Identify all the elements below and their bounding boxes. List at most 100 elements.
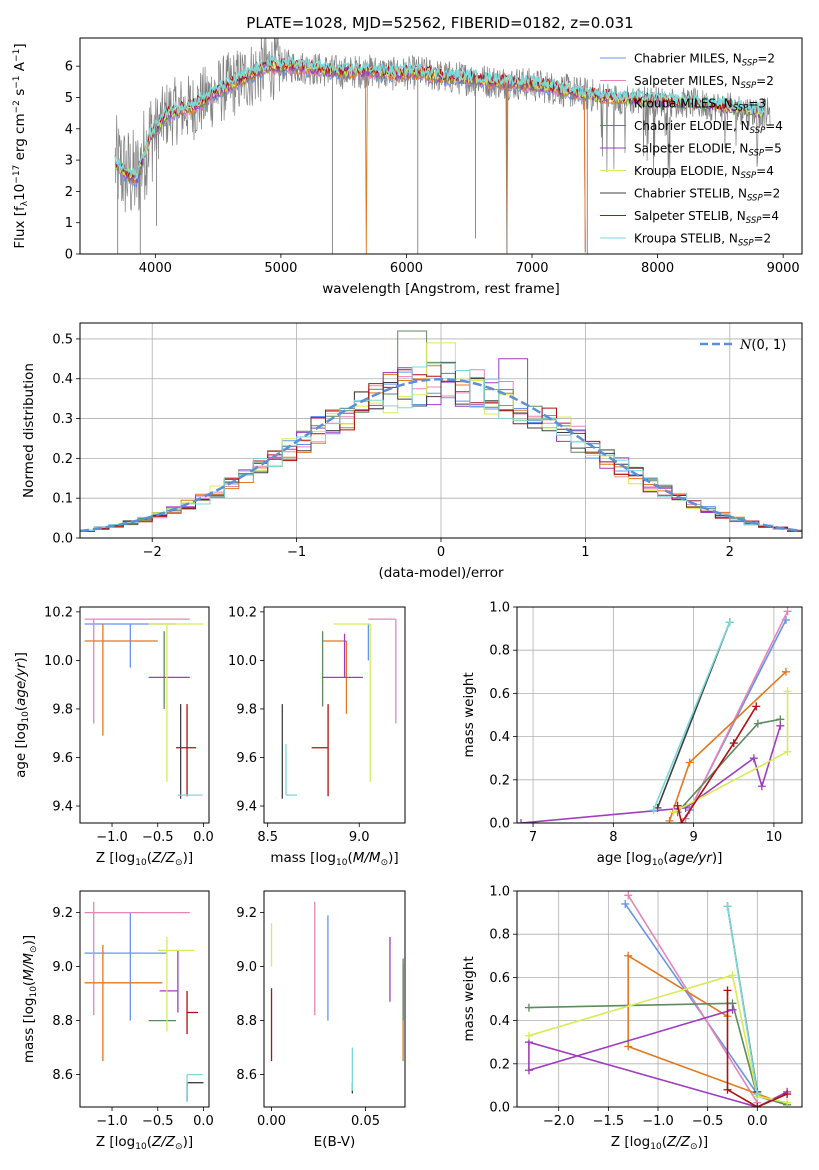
y-tick-label: 10.2 xyxy=(44,605,73,620)
y-tick-label: 0 xyxy=(65,248,73,263)
weight-line-kroupa-miles xyxy=(627,954,788,1106)
weight-marker-kroupa-elodie xyxy=(783,687,792,696)
histogram-chabrier-stelib xyxy=(80,361,802,538)
weight-marker-chabrier-miles xyxy=(621,899,630,908)
weight-line-kroupa-elodie xyxy=(528,974,788,1104)
legend-label-chabrier-miles: Chabrier MILES, NSSP=2 xyxy=(634,52,775,69)
legend-text: N xyxy=(739,338,752,353)
y-tick-label: 5 xyxy=(65,91,73,106)
legend-label-salpeter-elodie: Salpeter ELODIE, NSSP=5 xyxy=(634,142,782,159)
label-part: Z/Z xyxy=(151,1134,176,1150)
label-part: Flux [f xyxy=(12,205,28,249)
weight-line-kroupa-stelib xyxy=(652,621,731,811)
y-tick-label: 10.2 xyxy=(228,605,257,620)
label-part: 10 xyxy=(12,184,28,201)
weight-marker-kroupa-stelib xyxy=(649,806,658,815)
legend-subscript: SSP xyxy=(741,81,757,91)
weight-marker-salpeter-elodie xyxy=(728,1005,737,1014)
label-part: age [log xyxy=(13,723,29,778)
x-tick-label: 6000 xyxy=(390,261,423,276)
label-part: −17 xyxy=(12,165,22,184)
legend-label-kroupa-miles: Kroupa MILES, NSSP=3 xyxy=(634,97,766,114)
weight-marker-kroupa-miles xyxy=(685,758,694,767)
y-tick-label: 8.8 xyxy=(52,1014,73,1029)
y-tick-label: 0.0 xyxy=(52,532,73,547)
legend-subscript: SSP xyxy=(741,171,757,181)
label-part: 10 xyxy=(21,711,31,723)
plot-area xyxy=(84,901,204,1102)
legend-suffix: =4 xyxy=(761,209,779,223)
x-tick-label: 7000 xyxy=(515,261,548,276)
x-axis-label: Z [log10(Z/Z⊙)] xyxy=(96,1134,193,1152)
weight-marker-salpeter-stelib xyxy=(677,819,686,823)
label-part: Z/Z xyxy=(666,1134,691,1150)
plot-area xyxy=(270,901,404,1094)
label-part: ⊙ xyxy=(175,1142,183,1152)
x-tick-label: −1.0 xyxy=(642,1114,674,1129)
label-part: mass [log xyxy=(270,850,336,866)
plot-area xyxy=(80,330,802,538)
label-part: age/yr xyxy=(13,661,29,706)
y-tick-label: 6 xyxy=(65,60,73,75)
weight-marker-salpeter-stelib xyxy=(723,1085,732,1094)
y-tick-label: 9.0 xyxy=(236,960,257,975)
x-tick-label: −0.5 xyxy=(692,1114,724,1129)
legend-text: Kroupa STELIB, N xyxy=(634,232,738,246)
axes-frame xyxy=(516,606,803,824)
age-vs-metallicity-panel: −1.0 −0.5 0.09.49.69.810.010.2Z [log10(Z/Z… xyxy=(13,605,214,868)
label-part: erg cm xyxy=(12,113,28,164)
x-tick-label: −1.0 xyxy=(96,1114,128,1129)
legend-label-kroupa-elodie: Kroupa ELODIE, NSSP=4 xyxy=(634,164,774,181)
y-tick-label: 9.4 xyxy=(236,800,257,815)
label-part: ⊙ xyxy=(690,1142,698,1152)
y-tick-label: 9.8 xyxy=(52,702,73,717)
mass-vs-ebv-panel: 0.00 0.05 8.6 8.8 9.0 9.2 E(B-V) xyxy=(236,890,406,1150)
label-part: 10 xyxy=(135,1142,147,1152)
label-part: Normed distribution xyxy=(21,363,37,498)
y-tick-label: 0.3 xyxy=(52,412,73,427)
legend-subscript: SSP xyxy=(750,126,766,136)
weight-marker-kroupa-miles xyxy=(781,667,790,676)
legend-suffix: =2 xyxy=(754,232,772,246)
model-line-kroupa-stelib xyxy=(114,54,765,180)
plot-area xyxy=(524,891,792,1107)
label-part: s xyxy=(12,89,28,100)
y-tick-label: 10.0 xyxy=(228,654,257,669)
y-axis-label: Normed distribution xyxy=(21,363,37,498)
y-tick-label: 0.0 xyxy=(489,817,510,832)
label-part: 10 xyxy=(29,986,39,998)
y-tick-label: 9.8 xyxy=(236,702,257,717)
y-axis-label: Flux [fλ10−17 erg cm−2 s−1 A−1] xyxy=(12,43,30,248)
x-tick-label: 9000 xyxy=(767,261,800,276)
x-tick-label: 5000 xyxy=(264,261,297,276)
legend-subscript: SSP xyxy=(747,194,763,204)
y-tick-label: 9.6 xyxy=(236,751,257,766)
y-tick-label: 1 xyxy=(65,216,73,231)
axes-frame xyxy=(263,890,406,1108)
legend-subscript: SSP xyxy=(742,59,758,69)
y-tick-label: 0.2 xyxy=(489,773,510,788)
axes-frame xyxy=(79,606,210,824)
x-tick-label: 0.05 xyxy=(351,1114,380,1129)
y-tick-label: 0.5 xyxy=(52,332,73,347)
label-part: Z [log xyxy=(611,1134,650,1150)
weight-marker-kroupa-stelib xyxy=(725,618,734,627)
weight-marker-salpeter-elodie xyxy=(517,819,526,823)
spectrum-panel: 4000 5000 6000 7000 8000 9000 0 1 2 3 4 5 6 Chabrier … xyxy=(12,37,803,297)
label-part: M/M xyxy=(353,850,381,866)
residual-histogram-panel: −2 −1 0 1 2 0.0 0.1 0.2 0.3 0.4 0.5 N(0, 1) (data-mo… xyxy=(21,322,803,581)
legend-label-gaussian: N(0, 1) xyxy=(739,338,786,353)
mass-vs-metallicity-panel: −1.0 −0.5 0.08.68.89.09.2Z [log10(Z/Z⊙)]ma… xyxy=(21,890,214,1152)
legend-suffix: =3 xyxy=(748,97,766,111)
x-tick-label: −1.5 xyxy=(593,1114,625,1129)
y-tick-label: 9.0 xyxy=(52,960,73,975)
label-part: E(B-V) xyxy=(314,1134,356,1150)
y-tick-label: 0.2 xyxy=(489,1057,510,1072)
legend-text: Salpeter ELODIE, N xyxy=(634,142,748,156)
x-axis-label: wavelength [Angstrom, rest frame] xyxy=(322,281,560,297)
x-tick-label: −0.5 xyxy=(142,830,174,845)
weight-marker-kroupa-elodie xyxy=(783,1098,792,1107)
y-tick-label: 0.4 xyxy=(489,1014,510,1029)
legend-text: Chabrier MILES, N xyxy=(634,52,742,66)
